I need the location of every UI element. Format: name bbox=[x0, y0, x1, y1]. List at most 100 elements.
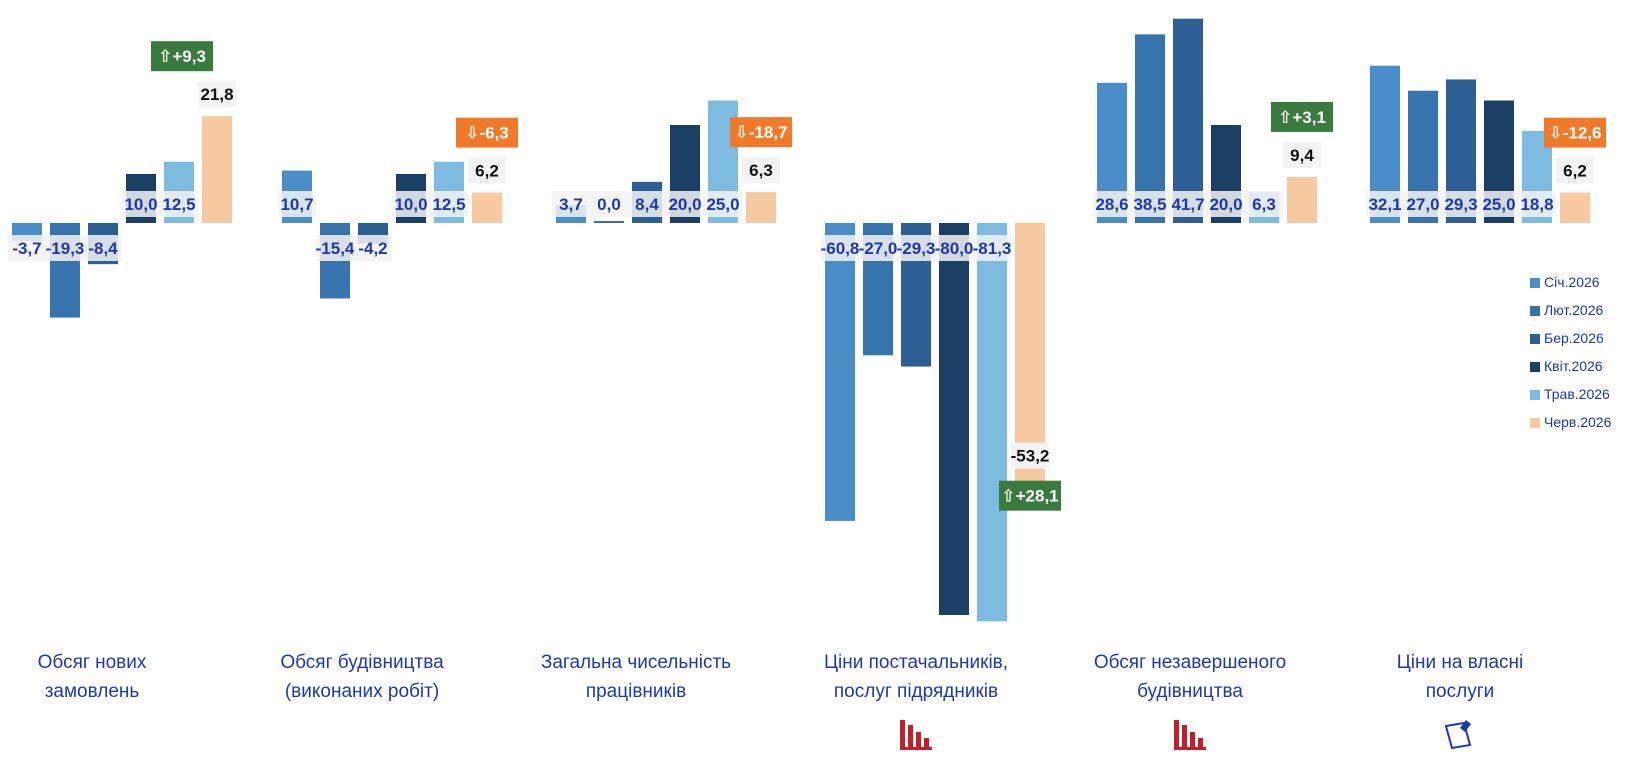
icon-part bbox=[908, 725, 913, 748]
value-label-g5-s6: 9,4 bbox=[1290, 146, 1314, 165]
value-label-g2-s2: -15,4 bbox=[316, 239, 355, 258]
pushpin-note-icon bbox=[1444, 720, 1472, 750]
value-label-g3-s3: 8,4 bbox=[635, 195, 659, 214]
category-label-g1-line2: замовлень bbox=[45, 681, 140, 702]
value-label-bg-g5-s3 bbox=[1169, 191, 1207, 217]
icon-part bbox=[916, 732, 921, 748]
value-label-g3-s6: 6,3 bbox=[749, 161, 773, 180]
value-label-bg-g6-s6 bbox=[1556, 157, 1594, 184]
change-badge-g1: ⇧+9,3 bbox=[158, 47, 206, 66]
icon-part bbox=[1190, 732, 1195, 748]
value-label-g3-s5: 25,0 bbox=[706, 195, 739, 214]
value-label-bg-g4-s1 bbox=[821, 235, 859, 261]
change-badge-g2: ⇩-6,3 bbox=[465, 124, 509, 143]
icon-part bbox=[1460, 720, 1471, 732]
bar-g4-s6 bbox=[1015, 223, 1045, 484]
legend-label-4: Квіт.2026 bbox=[1544, 358, 1603, 374]
legend-swatch-2 bbox=[1530, 306, 1540, 316]
value-label-g4-s6: -53,2 bbox=[1011, 447, 1050, 466]
legend-label-5: Трав.2026 bbox=[1544, 386, 1610, 402]
value-label-bg-g4-s5 bbox=[973, 235, 1011, 261]
value-label-g5-s4: 20,0 bbox=[1209, 195, 1242, 214]
category-label-g6-line2: послуги bbox=[1426, 681, 1495, 702]
legend-label-1: Січ.2026 bbox=[1544, 274, 1600, 290]
value-label-bg-g2-s3 bbox=[354, 235, 392, 261]
value-label-bg-g5-s2 bbox=[1131, 191, 1169, 217]
bar-g1-s6 bbox=[202, 116, 232, 223]
value-label-bg-g2-s1 bbox=[278, 191, 316, 217]
bar-g2-s6 bbox=[472, 192, 502, 223]
bar-chart-down-icon bbox=[1174, 720, 1206, 750]
legend-label-2: Лют.2026 bbox=[1544, 302, 1603, 318]
value-label-bg-g4-s4 bbox=[935, 235, 973, 261]
value-label-bg-g4-s3 bbox=[897, 235, 935, 261]
bar-g3-s6 bbox=[746, 192, 776, 223]
change-badge-g5: ⇧+3,1 bbox=[1278, 108, 1326, 127]
value-label-g1-s5: 12,5 bbox=[162, 195, 195, 214]
value-label-g1-s3: -8,4 bbox=[88, 239, 118, 258]
category-label-g1-line1: Обсяг нових bbox=[38, 652, 147, 673]
icon-part bbox=[1174, 720, 1179, 748]
value-label-bg-g3-s6 bbox=[742, 157, 780, 184]
value-label-g3-s1: 3,7 bbox=[559, 195, 583, 214]
value-label-g2-s5: 12,5 bbox=[432, 195, 465, 214]
value-label-g5-s2: 38,5 bbox=[1133, 195, 1166, 214]
value-label-g5-s3: 41,7 bbox=[1171, 195, 1204, 214]
value-label-bg-g1-s4 bbox=[122, 191, 160, 217]
value-label-bg-g2-s6 bbox=[468, 157, 506, 184]
value-label-g2-s3: -4,2 bbox=[358, 239, 387, 258]
bar-g5-s6 bbox=[1287, 176, 1317, 223]
legend-swatch-5 bbox=[1530, 390, 1540, 400]
value-label-bg-g4-s2 bbox=[859, 235, 897, 261]
value-label-g3-s4: 20,0 bbox=[668, 195, 701, 214]
legend-swatch-3 bbox=[1530, 334, 1540, 344]
category-label-g3-line1: Загальна чисельність bbox=[541, 652, 731, 673]
value-label-g4-s3: -29,3 bbox=[897, 239, 936, 258]
icon-part bbox=[1182, 725, 1187, 748]
bar-g4-s4 bbox=[939, 223, 969, 615]
value-label-bg-g6-s2 bbox=[1404, 191, 1442, 217]
value-label-g4-s5: -81,3 bbox=[973, 239, 1012, 258]
bar-g4-s5 bbox=[977, 223, 1007, 622]
value-label-bg-g1-s3 bbox=[84, 235, 122, 261]
value-label-bg-g2-s5 bbox=[430, 191, 468, 217]
value-label-g1-s2: -19,3 bbox=[46, 239, 85, 258]
category-label-g2-line1: Обсяг будівництва bbox=[280, 652, 444, 673]
icon-part bbox=[900, 747, 932, 750]
value-label-bg-g1-s6 bbox=[198, 81, 236, 108]
value-label-bg-g3-s3 bbox=[628, 191, 666, 217]
category-label-g4-line2: послуг підрядників bbox=[834, 681, 998, 702]
value-label-bg-g1-s2 bbox=[46, 235, 84, 261]
change-badge-bg-g3 bbox=[730, 117, 792, 148]
category-label-g2-line2: (виконаних робіт) bbox=[285, 681, 439, 702]
value-label-bg-g3-s1 bbox=[552, 191, 590, 217]
value-label-g1-s4: 10,0 bbox=[124, 195, 157, 214]
change-badge-bg-g1 bbox=[151, 41, 213, 72]
value-label-bg-g6-s3 bbox=[1442, 191, 1480, 217]
value-label-bg-g5-s6 bbox=[1283, 141, 1321, 168]
category-label-g6-line1: Ціни на власні bbox=[1397, 652, 1524, 673]
icon-part bbox=[1444, 721, 1472, 750]
value-label-g4-s2: -27,0 bbox=[859, 239, 898, 258]
value-label-g1-s1: -3,7 bbox=[12, 239, 41, 258]
category-label-g5-line2: будівництва bbox=[1137, 681, 1243, 702]
value-label-g6-s3: 29,3 bbox=[1444, 195, 1477, 214]
value-label-g6-s5: 18,8 bbox=[1520, 195, 1553, 214]
bar-g5-s3 bbox=[1173, 18, 1203, 224]
bar-g3-s2 bbox=[594, 221, 624, 223]
legend-label-6: Черв.2026 bbox=[1544, 414, 1612, 430]
value-label-g6-s2: 27,0 bbox=[1406, 195, 1439, 214]
legend-label-3: Бер.2026 bbox=[1544, 330, 1604, 346]
category-label-g4-line1: Ціни постачальників, bbox=[824, 652, 1008, 673]
value-label-bg-g6-s5 bbox=[1518, 191, 1556, 217]
change-badge-g4: ⇧+28,1 bbox=[1001, 487, 1058, 506]
change-badge-g6: ⇩-12,6 bbox=[1549, 124, 1602, 143]
value-label-g4-s1: -60,8 bbox=[821, 239, 860, 258]
value-label-bg-g4-s6 bbox=[1011, 442, 1049, 469]
legend-swatch-6 bbox=[1530, 418, 1540, 428]
value-label-bg-g5-s1 bbox=[1093, 191, 1131, 217]
value-label-g5-s5: 6,3 bbox=[1252, 195, 1276, 214]
category-label-g5-line1: Обсяг незавершеного bbox=[1094, 652, 1286, 673]
icon-part bbox=[1198, 738, 1203, 748]
